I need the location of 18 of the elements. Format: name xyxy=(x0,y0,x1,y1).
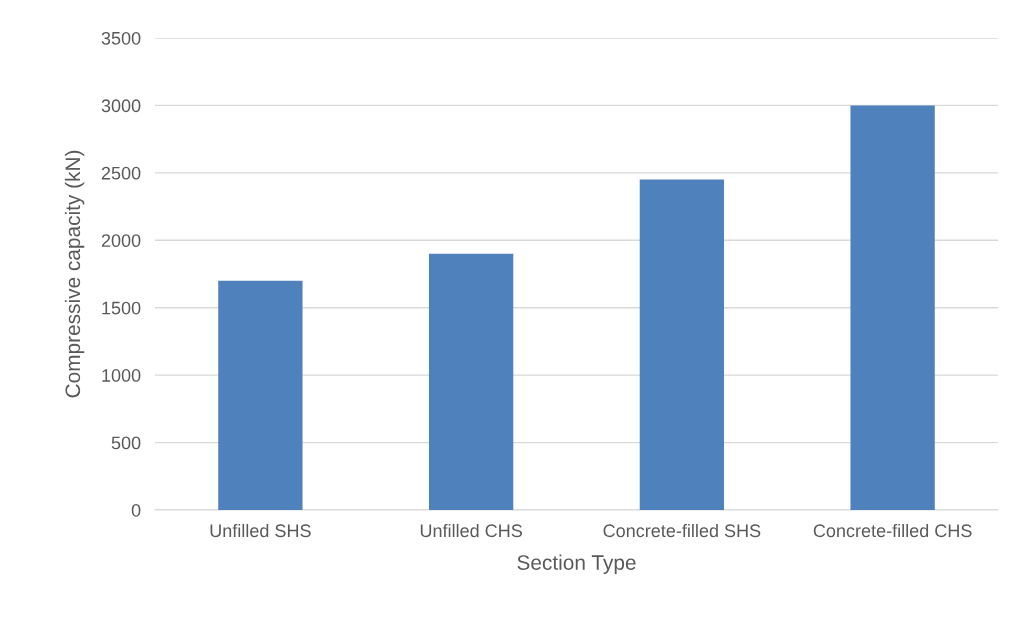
y-axis-title: Compressive capacity (kN) xyxy=(64,150,85,398)
y-tick-label: 1500 xyxy=(102,301,141,315)
y-tick-label: 2000 xyxy=(101,234,141,248)
bar xyxy=(218,280,303,510)
x-tick-label: Concrete-filled CHS xyxy=(813,523,972,538)
bar xyxy=(639,179,725,510)
y-tick-label: 0 xyxy=(131,503,141,517)
x-tick-label: Concrete-filled SHS xyxy=(603,523,761,538)
y-tick-label: 1000 xyxy=(102,369,141,382)
y-tick-label: 2500 xyxy=(101,166,141,180)
bar xyxy=(428,253,514,510)
y-tick-label: 3500 xyxy=(101,31,141,45)
bar xyxy=(850,105,935,510)
y-tick-label: 500 xyxy=(111,436,141,450)
x-tick-label: Unfilled SHS xyxy=(210,523,311,538)
y-tick-label: 3000 xyxy=(101,99,141,113)
x-tick-label: Unfilled CHS xyxy=(420,523,522,538)
x-axis-title: Section Type xyxy=(517,554,636,575)
